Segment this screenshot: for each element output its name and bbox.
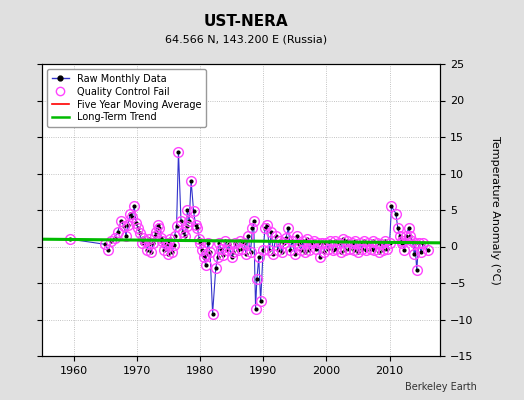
Text: UST-NERA: UST-NERA bbox=[204, 14, 289, 29]
Y-axis label: Temperature Anomaly (°C): Temperature Anomaly (°C) bbox=[490, 136, 500, 284]
Text: 64.566 N, 143.200 E (Russia): 64.566 N, 143.200 E (Russia) bbox=[165, 34, 328, 44]
Legend: Raw Monthly Data, Quality Control Fail, Five Year Moving Average, Long-Term Tren: Raw Monthly Data, Quality Control Fail, … bbox=[47, 69, 206, 127]
Text: Berkeley Earth: Berkeley Earth bbox=[405, 382, 477, 392]
